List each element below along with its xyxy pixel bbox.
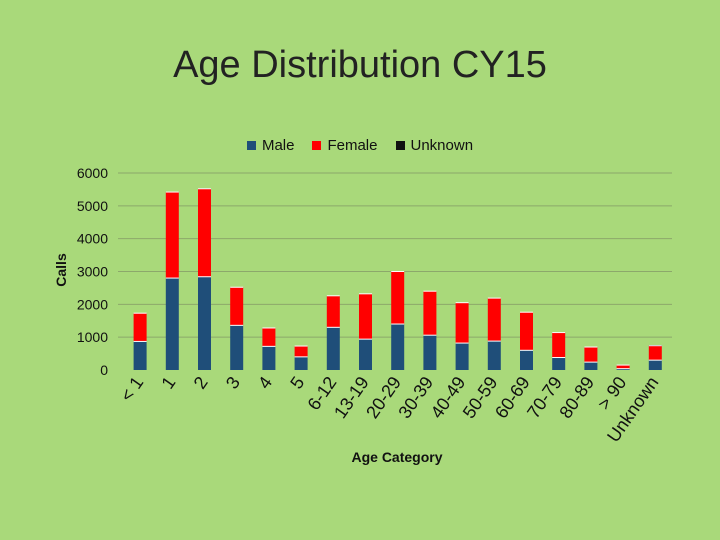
bar-female-7 <box>359 293 372 340</box>
y-tick-label: 5000 <box>77 198 108 214</box>
bar-male-14 <box>584 362 598 370</box>
x-tick-labels: < 1 1 2 3 4 56-1213-1920-2930-3940-4950-5960-… <box>116 373 662 446</box>
y-tick-label: 4000 <box>77 231 108 247</box>
bar-female-11 <box>487 298 501 342</box>
y-tick-label: 6000 <box>77 165 108 181</box>
y-tick-label: 0 <box>100 362 108 378</box>
legend-item-male: Male <box>246 137 295 154</box>
bar-female-14 <box>584 347 598 363</box>
bar-female-12 <box>520 312 533 351</box>
bar-male-1 <box>165 278 179 370</box>
legend-swatch-unknown <box>395 141 405 150</box>
legend: Male Female Unknown <box>0 137 720 154</box>
bar-male-3 <box>230 325 244 370</box>
bar-female-1 <box>165 192 179 279</box>
bar-male-10 <box>455 343 469 370</box>
bar-female-6 <box>326 295 340 328</box>
y-tick-label: 3000 <box>77 264 108 280</box>
y-tick-label: 2000 <box>77 296 108 312</box>
x-tick-label: 2 <box>190 373 212 393</box>
bar-male-15 <box>616 368 630 370</box>
bar-female-9 <box>423 291 437 336</box>
legend-swatch-male <box>246 141 256 150</box>
bar-male-16 <box>648 360 662 370</box>
bar-male-13 <box>552 357 566 370</box>
y-tick-labels: 0 1000 2000 3000 4000 5000 6000 <box>77 165 108 378</box>
bar-male-4 <box>262 346 276 370</box>
legend-label-male: Male <box>261 137 295 154</box>
x-tick-label: 3 <box>222 373 244 393</box>
bar-male-9 <box>423 335 437 370</box>
bar-female-13 <box>552 332 566 358</box>
y-tick-label: 1000 <box>77 329 108 345</box>
bar-female-2 <box>198 188 211 277</box>
bar-female-5 <box>294 346 308 357</box>
bar-male-7 <box>359 339 372 370</box>
bar-female-16 <box>648 345 662 361</box>
chart-title: Age Distribution CY15 <box>173 44 547 86</box>
bar-male-2 <box>198 276 211 370</box>
x-axis-label: Age Category <box>351 449 442 465</box>
bar-male-0 <box>133 341 147 370</box>
bar-male-8 <box>391 324 405 370</box>
x-tick-label: < 1 <box>116 373 147 405</box>
bar-female-0 <box>133 313 147 342</box>
legend-label-female: Female <box>327 137 378 154</box>
legend-label-unknown: Unknown <box>410 137 474 154</box>
legend-item-unknown: Unknown <box>395 137 474 154</box>
x-tick-label: 80-89 <box>555 373 598 422</box>
bar-male-5 <box>294 356 308 370</box>
bar-male-6 <box>326 327 340 370</box>
bar-male-11 <box>487 341 501 370</box>
bar-female-4 <box>262 327 276 347</box>
x-tick-label: 1 <box>157 373 179 393</box>
x-tick-label: 4 <box>254 373 276 393</box>
bar-female-3 <box>230 287 244 326</box>
bar-female-10 <box>455 302 469 344</box>
bar-male-12 <box>520 350 533 370</box>
bar-female-8 <box>391 271 405 325</box>
x-tick-label: 5 <box>286 373 308 393</box>
bars <box>133 188 662 370</box>
legend-item-female: Female <box>312 137 378 154</box>
legend-swatch-female <box>312 141 322 150</box>
bar-female-15 <box>616 365 630 369</box>
y-axis-label: Calls <box>53 253 69 287</box>
